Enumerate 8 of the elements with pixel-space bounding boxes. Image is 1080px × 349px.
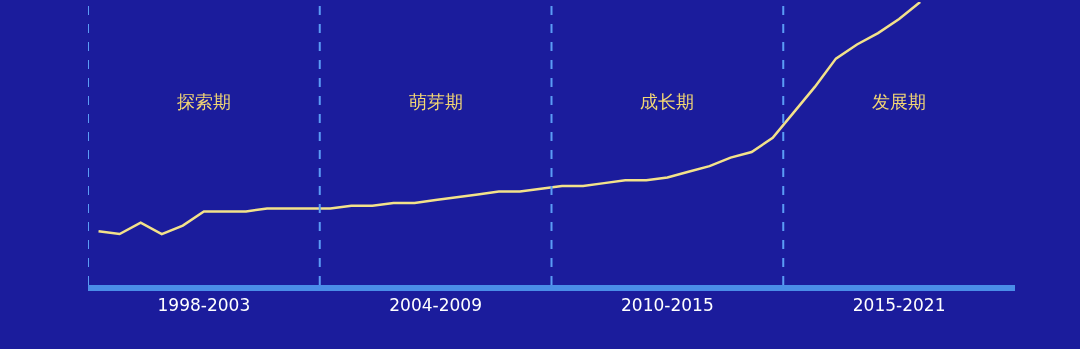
x-tick-label: 2004-2009 <box>389 295 482 316</box>
x-tick-label: 2010-2015 <box>621 295 714 316</box>
x-tick-label: 2015-2021 <box>852 295 946 316</box>
annotation: 成长期 <box>640 91 694 112</box>
x-tick-label: 1998-2003 <box>157 295 251 316</box>
annotation: 萌芽期 <box>409 91 463 112</box>
annotation: 发展期 <box>872 91 926 112</box>
annotation: 探索期 <box>177 91 231 112</box>
